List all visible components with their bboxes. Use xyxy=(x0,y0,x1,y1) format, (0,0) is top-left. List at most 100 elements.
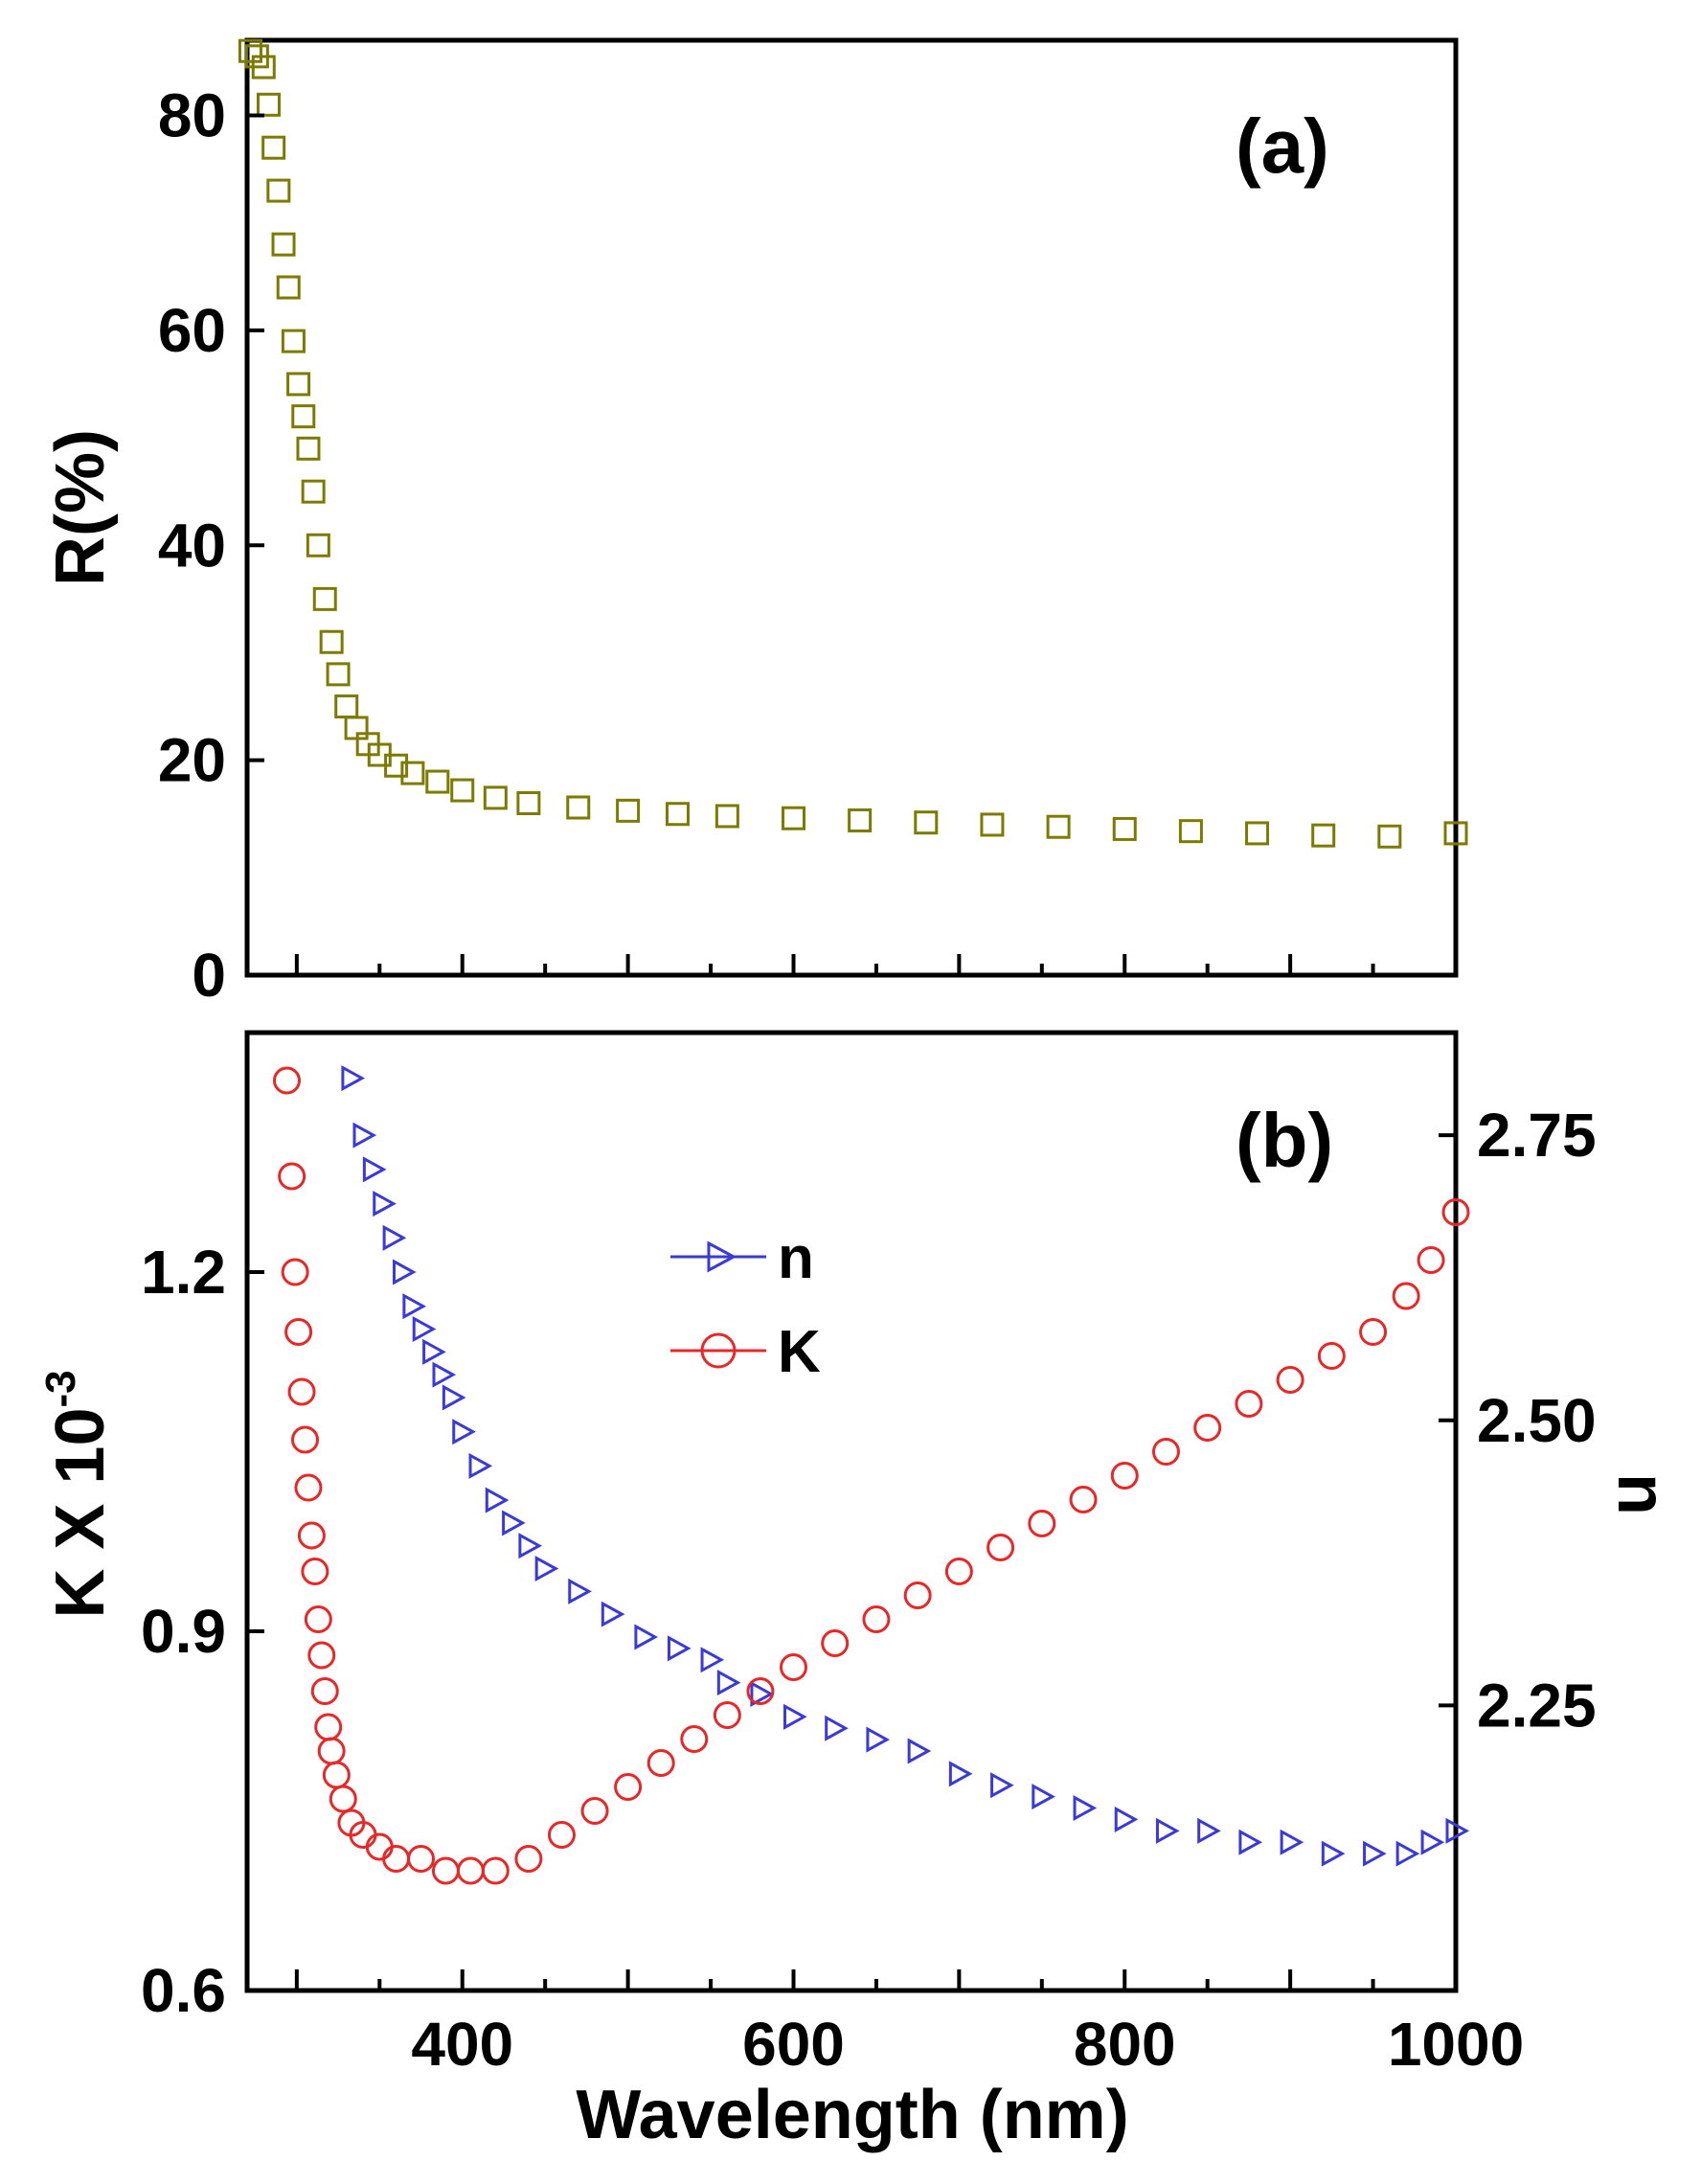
k-point xyxy=(1110,1462,1139,1490)
a-y-tick-label: 40 xyxy=(158,511,226,580)
panel-a-y-axis-title: R(%) xyxy=(42,429,119,586)
legend-label-n: n xyxy=(778,1225,814,1291)
r-point xyxy=(1443,821,1468,846)
legend-entry-k: K xyxy=(670,1319,821,1385)
panel-a-markers xyxy=(238,38,1468,849)
legend-label-k: K xyxy=(778,1319,821,1385)
k-point xyxy=(1417,1246,1445,1274)
r-point xyxy=(271,232,296,257)
x-axis-title: Wavelength (nm) xyxy=(576,2077,1128,2153)
r-point xyxy=(301,479,326,504)
panel-b-right-y-axis-title: n xyxy=(1603,1473,1680,1515)
k-point xyxy=(1235,1390,1263,1418)
k-point xyxy=(903,1581,932,1609)
k-point xyxy=(1151,1438,1180,1466)
r-point xyxy=(276,275,301,300)
r-point xyxy=(238,38,262,63)
n-point xyxy=(1280,1829,1304,1855)
n-point xyxy=(1395,1840,1420,1867)
b-right-y-tick-label: 2.50 xyxy=(1477,1386,1597,1455)
n-point xyxy=(382,1224,407,1251)
b-x-tick-label: 1000 xyxy=(1388,2010,1524,2079)
b-x-tick-label: 400 xyxy=(411,2010,513,2079)
panel-b: 0.6 0.9 1.2 2.25 2.50 2.75 400 600 800 1000 (b)… xyxy=(37,1030,1680,2153)
k-point xyxy=(278,1162,306,1191)
r-point xyxy=(306,533,330,557)
n-point xyxy=(442,1384,466,1411)
r-point xyxy=(714,804,739,829)
n-point xyxy=(373,1191,397,1217)
r-point xyxy=(256,92,281,117)
k-point xyxy=(547,1821,576,1849)
n-point xyxy=(750,1680,775,1708)
n-point xyxy=(716,1670,741,1696)
r-point xyxy=(1245,821,1270,846)
r-point xyxy=(326,662,351,687)
n-point xyxy=(700,1647,725,1673)
k-point xyxy=(987,1534,1015,1561)
k-point xyxy=(317,1737,346,1765)
k-point xyxy=(1359,1318,1388,1346)
r-point xyxy=(1046,814,1071,839)
k-point xyxy=(304,1605,332,1633)
n-point xyxy=(907,1738,932,1764)
k-point xyxy=(746,1677,775,1705)
panel-b-label: (b) xyxy=(1236,1098,1333,1183)
k-point xyxy=(314,1713,343,1741)
legend-marker-k xyxy=(700,1332,737,1369)
r-point xyxy=(566,795,591,820)
k-point xyxy=(365,1832,394,1861)
n-point xyxy=(1321,1840,1346,1867)
r-point xyxy=(1377,824,1402,849)
n-point xyxy=(948,1761,973,1787)
n-point xyxy=(866,1726,891,1753)
r-point xyxy=(251,55,276,80)
k-point xyxy=(310,1677,339,1705)
b-right-y-tick-label: 2.75 xyxy=(1477,1101,1597,1170)
k-point xyxy=(307,1641,336,1670)
n-point xyxy=(402,1293,426,1320)
k-point xyxy=(456,1856,485,1885)
panel-b-left-y-ticks: 0.6 0.9 1.2 xyxy=(141,1238,264,2025)
k-point xyxy=(329,1785,357,1813)
k-point xyxy=(944,1558,973,1585)
r-point xyxy=(400,761,425,785)
r-point xyxy=(281,329,306,353)
k-point xyxy=(291,1425,320,1454)
n-point xyxy=(1032,1784,1055,1810)
n-point xyxy=(502,1510,526,1536)
r-point xyxy=(286,372,311,397)
k-point xyxy=(680,1725,709,1753)
k-point xyxy=(1317,1342,1346,1370)
k-point xyxy=(284,1318,313,1346)
n-point xyxy=(352,1122,377,1149)
r-point xyxy=(266,178,291,203)
k-point xyxy=(407,1845,436,1873)
panel-a-frame xyxy=(244,37,1459,978)
r-point xyxy=(296,436,321,461)
r-point xyxy=(261,135,286,160)
n-point xyxy=(1155,1817,1180,1844)
r-point xyxy=(334,694,359,719)
k-point xyxy=(1193,1414,1222,1442)
n-point xyxy=(1363,1840,1387,1867)
panel-b-right-y-ticks: 2.25 2.50 2.75 xyxy=(1439,1101,1597,1740)
n-point xyxy=(1197,1817,1221,1844)
r-point xyxy=(483,785,508,810)
k-point xyxy=(713,1701,741,1729)
r-point xyxy=(516,791,541,816)
k-point xyxy=(297,1521,326,1550)
k-point xyxy=(1392,1282,1420,1310)
a-y-tick-label: 80 xyxy=(158,81,226,150)
b-left-y-tick-label: 1.2 xyxy=(141,1238,226,1307)
panel-b-y-axis-title-main: K X 10 xyxy=(42,1408,119,1619)
panel-a-y-ticks: 0 20 40 60 80 xyxy=(158,81,264,1010)
n-point xyxy=(422,1338,446,1365)
a-y-tick-label: 60 xyxy=(158,296,226,365)
b-x-tick-label: 800 xyxy=(1074,2010,1176,2079)
r-point xyxy=(1112,816,1137,841)
panel-a-label: (a) xyxy=(1236,103,1329,189)
panel-a: 0 20 40 60 80 (a) R(%) xyxy=(42,37,1468,1010)
b-left-y-tick-label: 0.6 xyxy=(141,1956,226,2025)
